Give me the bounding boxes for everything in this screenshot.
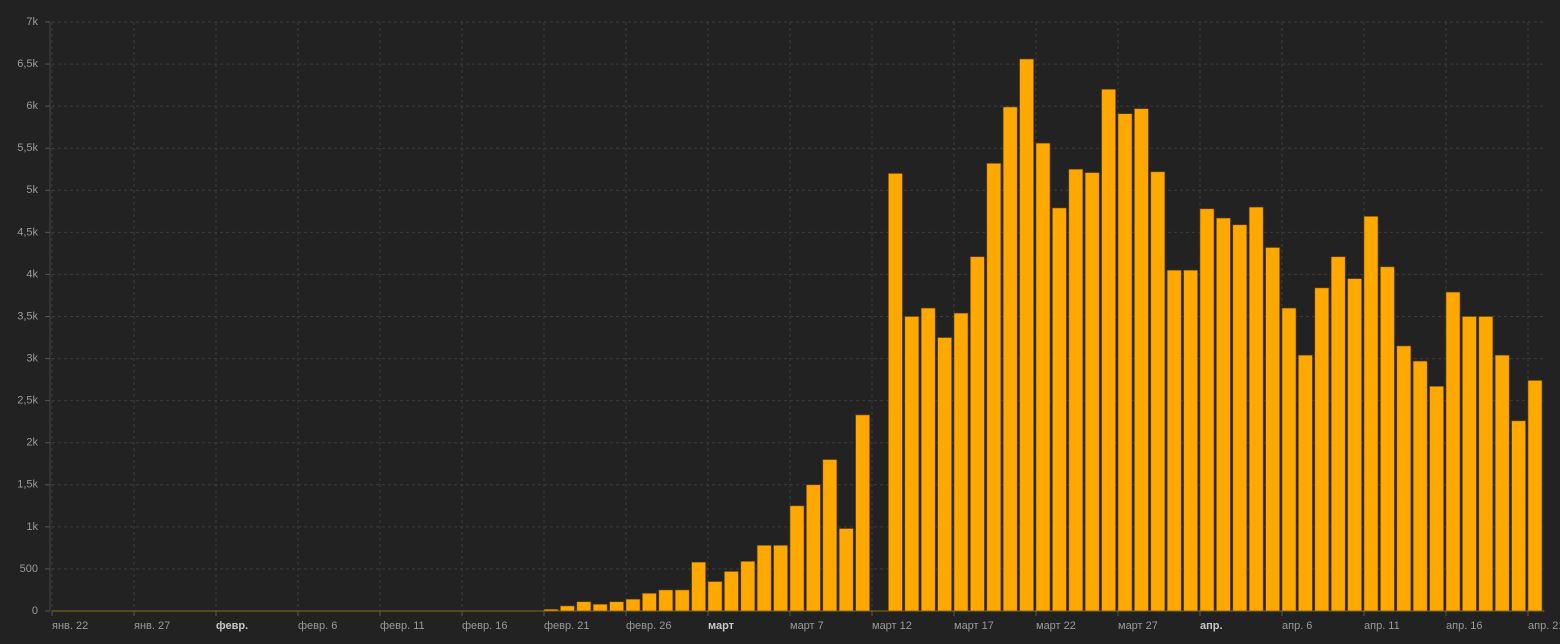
bar xyxy=(937,337,952,612)
bar xyxy=(1330,256,1346,612)
y-tick-label: 2,5k xyxy=(17,395,38,407)
x-tick-label: апр. 16 xyxy=(1446,620,1483,632)
bar xyxy=(642,593,657,612)
bar xyxy=(970,256,985,612)
x-tick-label: февр. 21 xyxy=(544,620,589,632)
bar xyxy=(1199,208,1215,612)
x-tick-label: февр. 16 xyxy=(462,620,507,632)
bar xyxy=(1429,386,1444,612)
y-tick-label: 3k xyxy=(26,352,38,364)
y-tick-label: 1k xyxy=(26,521,38,533)
bar xyxy=(1068,168,1084,612)
y-tick-label: 0 xyxy=(32,605,38,617)
bar xyxy=(756,545,772,612)
bar xyxy=(658,589,674,612)
bar xyxy=(707,581,723,612)
bar xyxy=(1150,171,1166,612)
bar xyxy=(1084,172,1100,612)
bar xyxy=(674,589,690,612)
bar xyxy=(986,163,1002,612)
bar xyxy=(1166,269,1182,612)
y-tick-label: 6,5k xyxy=(17,58,38,70)
bar xyxy=(1478,316,1494,612)
x-tick-label: февр. 11 xyxy=(380,620,425,632)
bar xyxy=(1117,113,1133,612)
bar xyxy=(609,601,624,612)
bar xyxy=(576,601,592,612)
y-tick-label: 3,5k xyxy=(17,310,38,322)
bar xyxy=(1511,420,1526,612)
bar xyxy=(1216,217,1231,612)
bar xyxy=(592,603,608,612)
x-tick-label: апр. xyxy=(1200,620,1223,632)
bar xyxy=(1265,247,1280,612)
x-tick-label: март 22 xyxy=(1036,620,1076,632)
bar xyxy=(888,173,903,612)
bar xyxy=(1101,89,1116,612)
x-tick-label: март 7 xyxy=(790,620,824,632)
x-tick-label: март 12 xyxy=(872,620,912,632)
x-tick-label: март 27 xyxy=(1118,620,1158,632)
bar xyxy=(691,561,706,612)
bar xyxy=(953,312,969,612)
bar xyxy=(1052,207,1067,612)
x-tick-label: янв. 27 xyxy=(134,620,170,632)
bar xyxy=(920,307,936,612)
x-tick-label: апр. 21 xyxy=(1528,620,1560,632)
y-tick-label: 4k xyxy=(26,268,38,280)
bar xyxy=(1445,291,1461,612)
y-tick-label: 1,5k xyxy=(17,479,38,491)
bar xyxy=(1002,106,1018,612)
bar xyxy=(1462,316,1477,612)
x-tick-label: март 17 xyxy=(954,620,994,632)
bar xyxy=(838,528,854,612)
bar xyxy=(806,484,821,612)
bar xyxy=(724,571,739,612)
y-tick-label: 500 xyxy=(20,563,38,575)
x-tick-label: апр. 6 xyxy=(1282,620,1312,632)
bar xyxy=(773,545,788,612)
bar xyxy=(789,505,805,612)
bar xyxy=(904,316,920,612)
bar xyxy=(1314,287,1330,612)
y-tick-label: 4,5k xyxy=(17,226,38,238)
bar xyxy=(822,459,838,612)
bar xyxy=(1363,216,1379,612)
bar xyxy=(1281,307,1297,612)
bar xyxy=(560,605,575,612)
bar xyxy=(1380,266,1395,612)
x-tick-label: янв. 22 xyxy=(52,620,88,632)
bar xyxy=(1232,224,1248,612)
bar xyxy=(1248,206,1264,612)
y-tick-label: 7k xyxy=(26,16,38,28)
bar xyxy=(1396,345,1412,612)
bar xyxy=(1298,354,1313,612)
bar xyxy=(1527,380,1543,612)
bar xyxy=(1412,360,1428,612)
bar xyxy=(625,598,641,612)
y-tick-label: 6k xyxy=(26,100,38,112)
bar xyxy=(1347,278,1362,612)
y-tick-label: 5,5k xyxy=(17,142,38,154)
x-tick-label: февр. 6 xyxy=(298,620,337,632)
bar xyxy=(855,414,870,612)
x-tick-label: февр. 26 xyxy=(626,620,671,632)
x-tick-label: март xyxy=(708,620,735,632)
bar xyxy=(740,561,756,612)
x-tick-label: апр. 11 xyxy=(1364,620,1400,632)
x-tick-label: февр. xyxy=(216,620,248,632)
y-tick-label: 2k xyxy=(26,437,38,449)
bar xyxy=(1134,108,1149,612)
bar xyxy=(1035,142,1051,612)
bar xyxy=(1494,354,1510,612)
bar xyxy=(1019,58,1034,612)
y-tick-label: 5k xyxy=(26,184,38,196)
bar xyxy=(1183,269,1198,612)
